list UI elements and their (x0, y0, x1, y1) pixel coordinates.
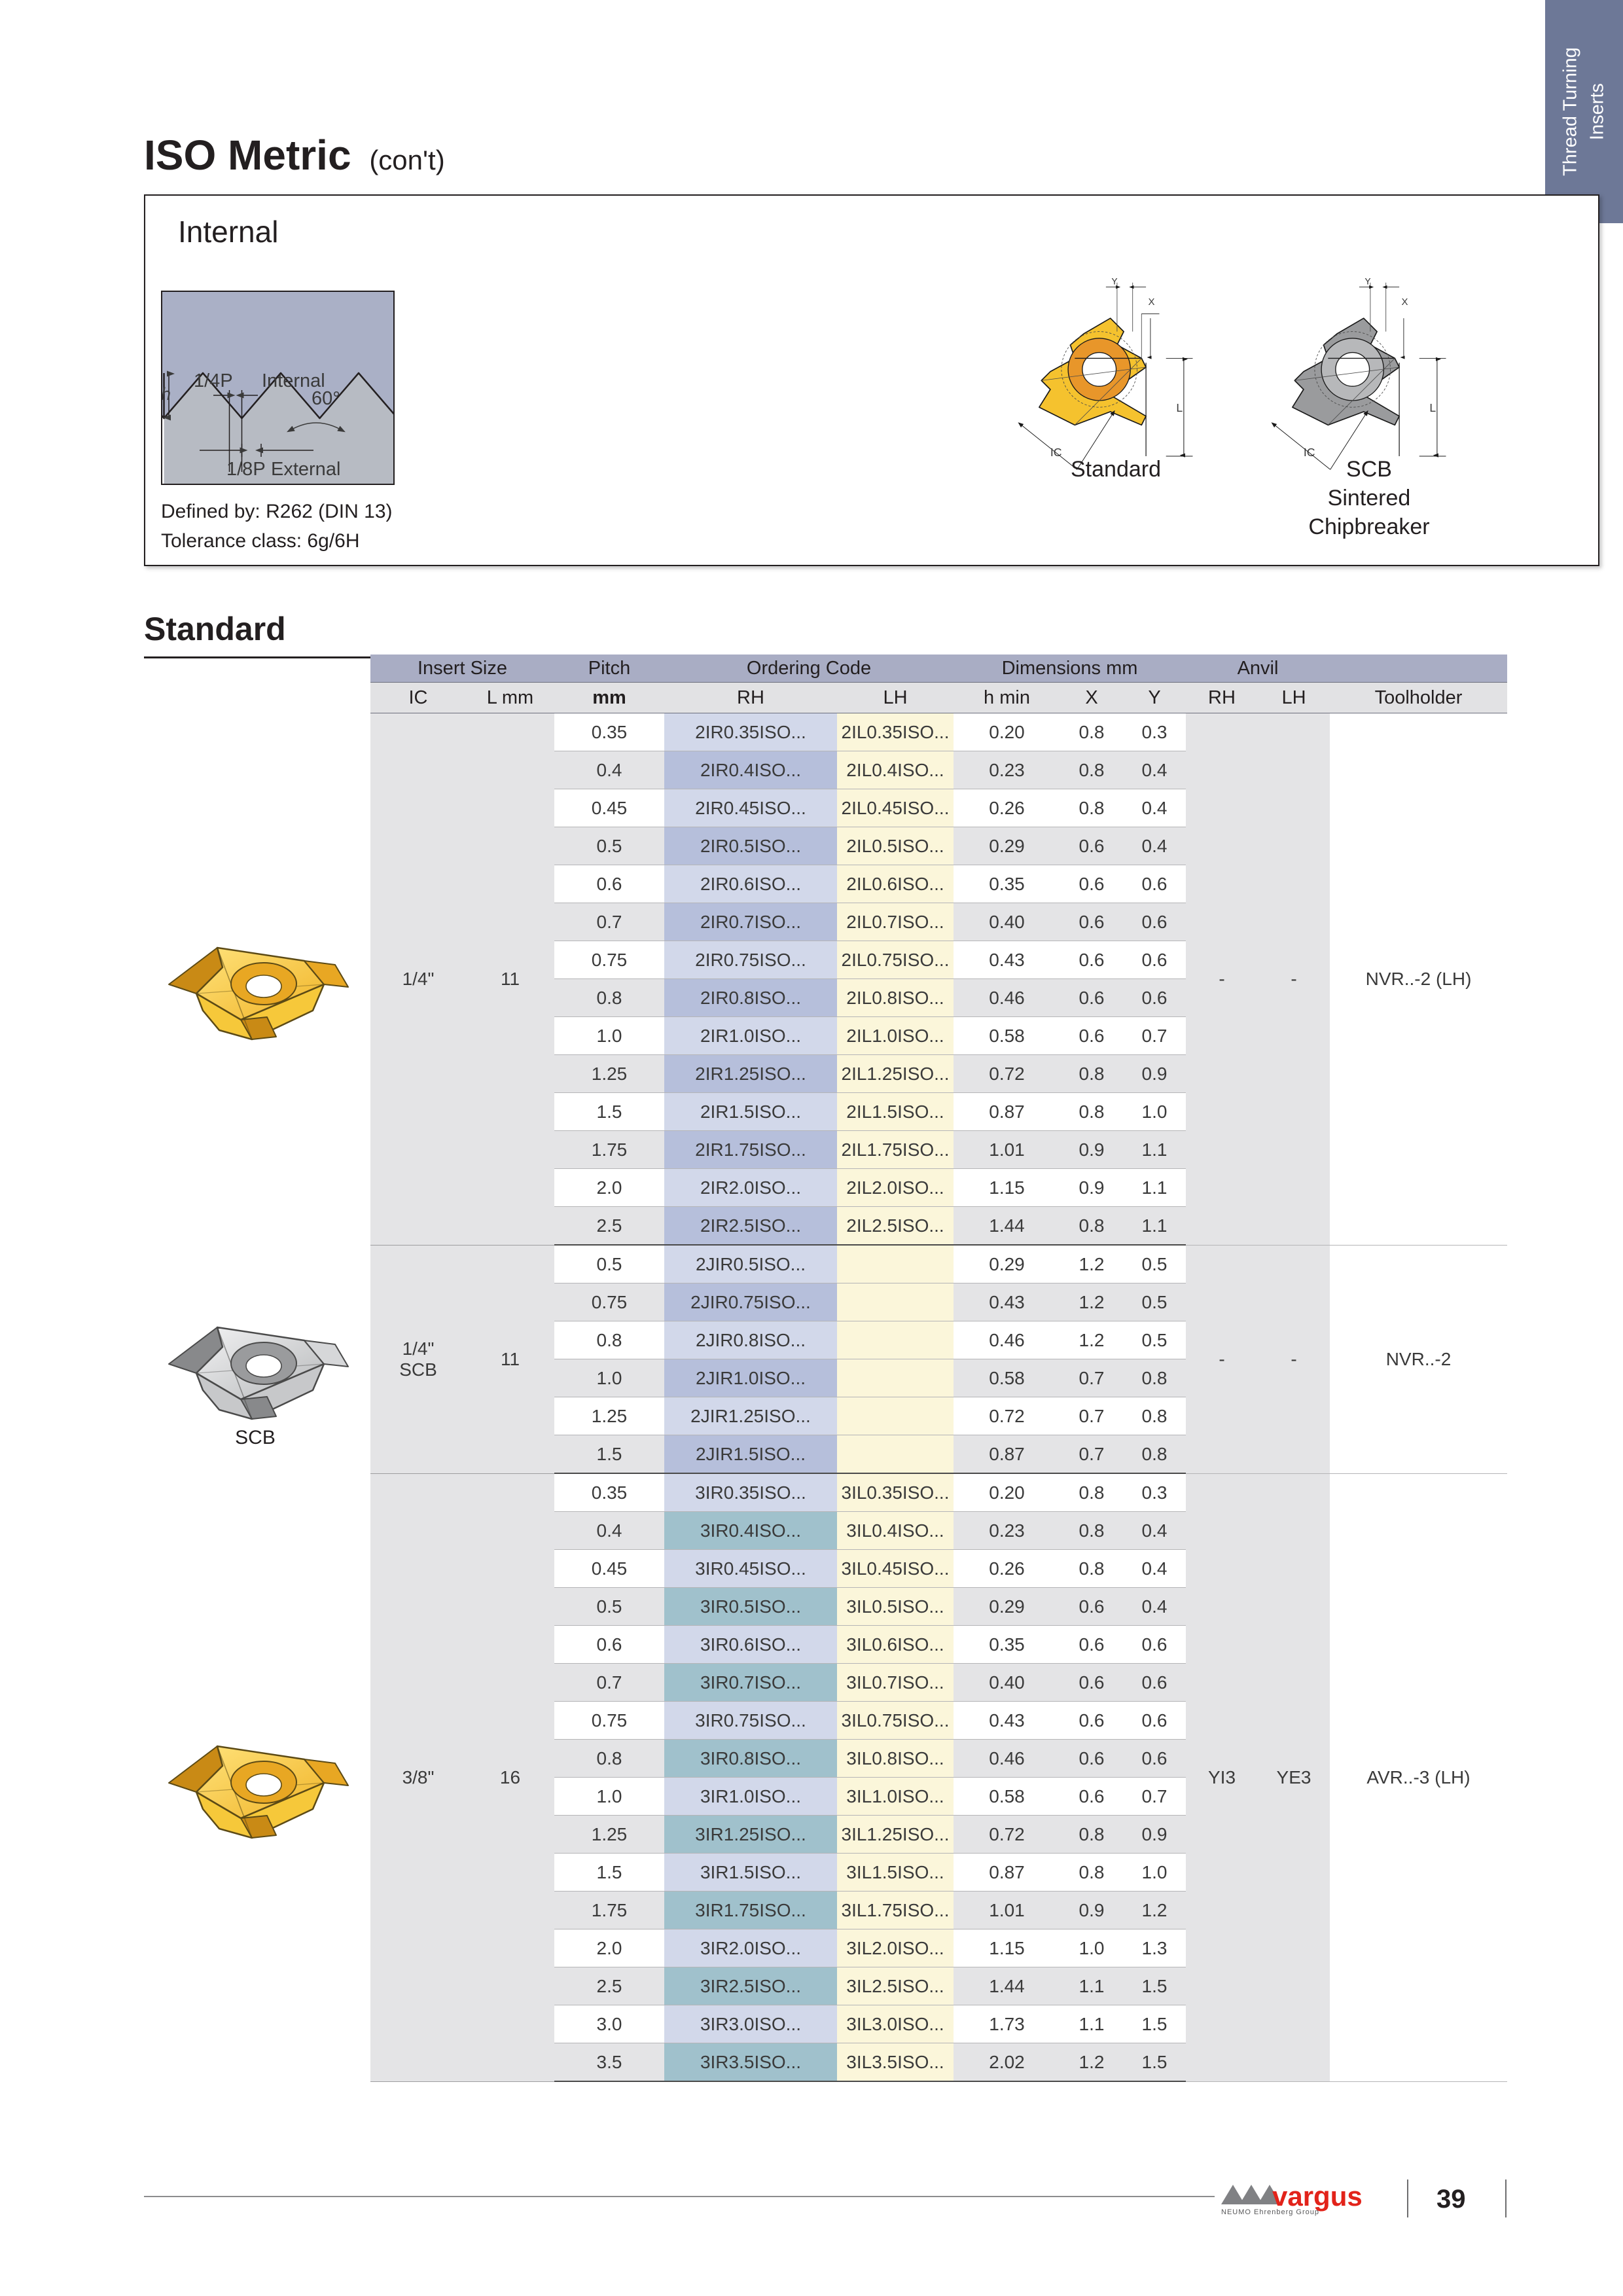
svg-text:External: External (271, 459, 340, 480)
svg-text:1/8P: 1/8P (226, 459, 266, 480)
svg-text:Y: Y (1364, 278, 1371, 287)
svg-text:1/4P: 1/4P (194, 370, 233, 391)
svg-text:h: h (162, 384, 171, 404)
svg-text:X: X (1149, 296, 1155, 308)
svg-text:X: X (1402, 296, 1408, 308)
svg-text:Y: Y (1111, 278, 1118, 287)
svg-text:L: L (1429, 401, 1436, 414)
svg-text:L: L (1176, 401, 1183, 414)
svg-text:60°: 60° (312, 388, 340, 409)
svg-text:vargus: vargus (1272, 2181, 1363, 2212)
svg-text:NEUMO Ehrenberg Group: NEUMO Ehrenberg Group (1221, 2208, 1319, 2216)
